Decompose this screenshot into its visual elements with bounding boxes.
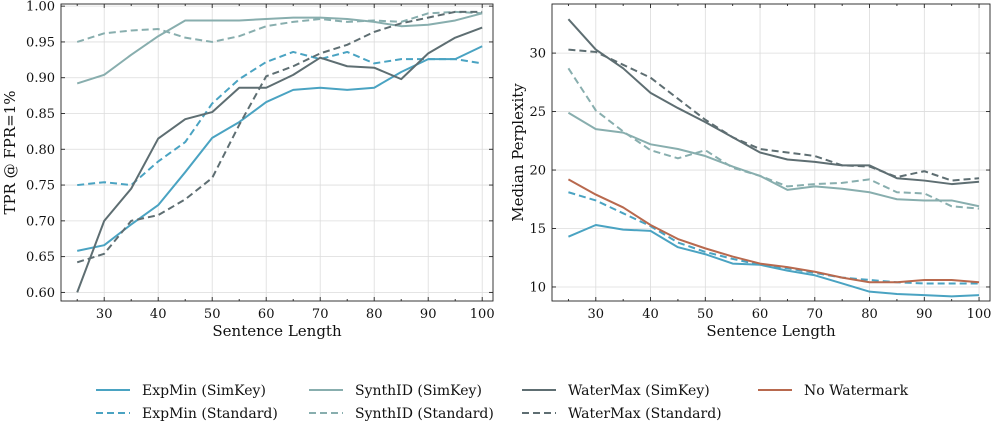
x-tick-label: 100 (470, 307, 495, 322)
x-tick-label: 100 (967, 307, 992, 322)
y-tick-label: 0.65 (26, 250, 55, 265)
legend-label: SynthID (SimKey) (355, 383, 482, 399)
y-axis-label: Median Perplexity (509, 83, 527, 222)
legend-label: No Watermark (804, 383, 909, 399)
y-tick-label: 20 (529, 164, 546, 179)
series-line-expmin-standard (568, 191, 980, 285)
y-tick-label: 10 (529, 280, 546, 295)
x-tick-label: 80 (861, 307, 878, 322)
series-line-synthid-standard (567, 67, 980, 210)
x-tick-label: 40 (642, 307, 659, 322)
legend: ExpMin (SimKey) SynthID (SimKey) WaterMax … (96, 383, 909, 422)
x-tick-label: 80 (366, 307, 383, 322)
y-tick-label: 0.75 (26, 179, 55, 194)
y-axis-label: TPR @ FPR=1% (1, 90, 19, 214)
y-tick-label: 0.95 (26, 35, 55, 50)
x-tick-label: 90 (420, 307, 437, 322)
series-line-expmin-simkey (568, 224, 980, 298)
plot-frame (60, 3, 494, 302)
tpr-chart-panel: 30 40 50 60 70 80 90 100 0.60 0.65 0.70 0.75 0.80 0.8… (1, 0, 495, 340)
x-tick-label: 40 (150, 307, 167, 322)
x-tick-label: 70 (807, 307, 824, 322)
y-tick-label: 0.80 (26, 143, 55, 158)
legend-label: ExpMin (Standard) (142, 406, 278, 422)
y-tick-label: 1.00 (26, 0, 55, 15)
legend-item-expmin-simkey: ExpMin (SimKey) (96, 383, 266, 399)
legend-item-no-watermark: No Watermark (758, 383, 909, 399)
plot-frame (551, 3, 991, 302)
x-tick-label: 50 (697, 307, 714, 322)
series-line-watermax-simkey (567, 18, 980, 186)
x-axis-label: Sentence Length (706, 322, 836, 340)
x-tick-label: 60 (752, 307, 769, 322)
series-line-watermax-standard (568, 48, 980, 182)
legend-label: SynthID (Standard) (355, 406, 494, 422)
perplexity-chart-panel: 30 40 50 60 70 80 90 100 10 15 20 25 30 Sentence Leng… (509, 3, 992, 340)
x-tick-label: 90 (916, 307, 933, 322)
x-axis-label: Sentence Length (212, 322, 342, 340)
y-tick-label: 0.70 (26, 214, 55, 229)
legend-label: WaterMax (SimKey) (568, 383, 710, 399)
y-tick-label: 0.85 (26, 107, 55, 122)
series-line-expmin-standard (77, 50, 483, 187)
series-line-no-watermark (567, 178, 980, 284)
legend-item-synthid-simkey: SynthID (SimKey) (309, 383, 482, 399)
x-tick-label: 30 (96, 307, 113, 322)
legend-item-watermax-standard: WaterMax (Standard) (522, 406, 722, 422)
legend-label: ExpMin (SimKey) (142, 383, 266, 399)
x-tick-label: 30 (588, 307, 605, 322)
legend-item-watermax-simkey: WaterMax (SimKey) (522, 383, 710, 399)
series-line-synthid-simkey (76, 12, 483, 85)
x-tick-label: 50 (204, 307, 221, 322)
series-line-synthid-standard (76, 10, 483, 43)
y-tick-label: 30 (529, 47, 546, 62)
legend-label: WaterMax (Standard) (568, 406, 722, 422)
series-line-synthid-simkey (567, 111, 980, 208)
x-tick-label: 70 (312, 307, 329, 322)
legend-item-expmin-standard: ExpMin (Standard) (96, 406, 278, 422)
y-tick-label: 0.90 (26, 71, 55, 86)
y-tick-label: 15 (529, 222, 546, 237)
x-tick-label: 60 (258, 307, 275, 322)
y-tick-label: 0.60 (26, 286, 55, 301)
y-tick-label: 25 (529, 105, 546, 120)
legend-item-synthid-standard: SynthID (Standard) (309, 406, 494, 422)
series-line-watermax-simkey (76, 26, 483, 293)
